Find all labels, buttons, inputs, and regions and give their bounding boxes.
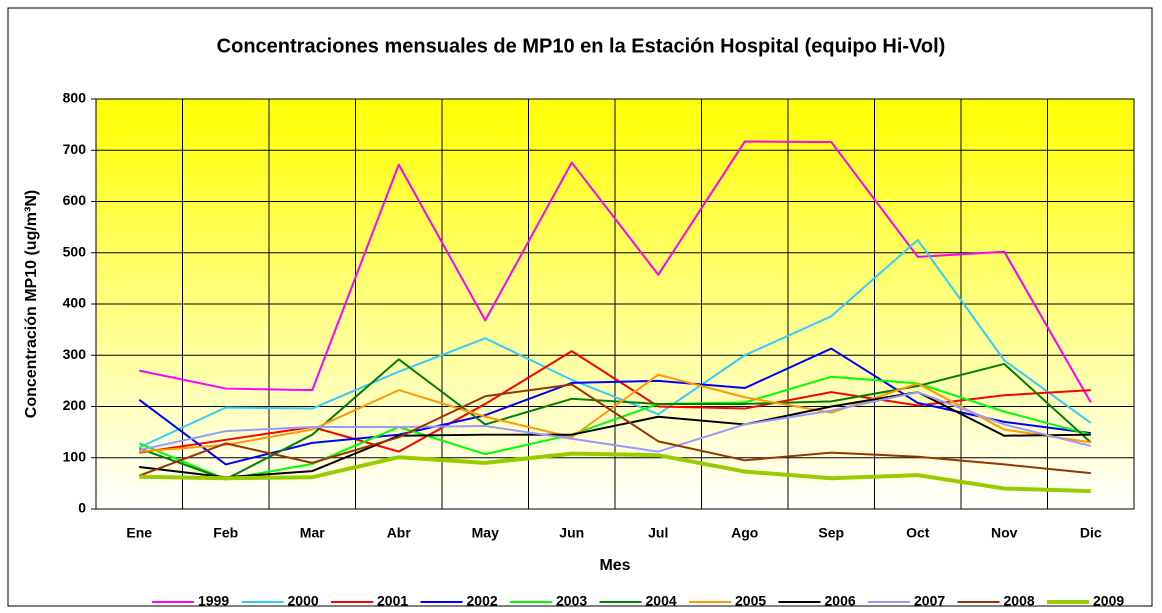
legend-label: 2006 <box>825 593 856 609</box>
y-axis-label: Concentración MP10 (ug/m³N) <box>23 190 40 418</box>
legend-label: 2009 <box>1093 593 1124 609</box>
x-tick-label: Mar <box>300 525 325 541</box>
series-line <box>139 451 1091 494</box>
legend-label: 2007 <box>914 593 945 609</box>
x-tick-label: Oct <box>906 525 930 541</box>
x-tick-label: Jun <box>559 525 584 541</box>
legend-label: 2003 <box>556 593 587 609</box>
x-tick-label: Abr <box>387 525 412 541</box>
series-line <box>138 238 1092 449</box>
chart-title: Concentraciones mensuales de MP10 en la … <box>217 35 946 57</box>
series-line <box>138 375 1092 481</box>
series-line <box>139 373 1091 453</box>
x-tick-label: Feb <box>213 525 238 541</box>
y-tick-label: 700 <box>63 141 87 157</box>
x-tick-label: Ago <box>731 525 758 541</box>
x-tick-label: Sep <box>818 525 844 541</box>
series-line <box>138 347 1091 466</box>
x-axis-label: Mes <box>599 557 630 574</box>
x-tick-label: May <box>472 525 499 541</box>
legend-label: 2004 <box>646 593 677 609</box>
y-tick-label: 0 <box>78 500 86 516</box>
y-tick-label: 800 <box>63 90 87 106</box>
series-line <box>139 391 1091 453</box>
series-line <box>139 140 1092 403</box>
series-line <box>139 391 1091 479</box>
legend-label: 2005 <box>735 593 766 609</box>
y-tick-label: 100 <box>63 448 87 464</box>
x-tick-label: Ene <box>126 525 152 541</box>
y-tick-label: 200 <box>63 397 87 413</box>
x-tick-label: Jul <box>648 525 668 541</box>
legend-label: 2008 <box>1004 593 1035 609</box>
legend-label: 2001 <box>377 593 408 609</box>
y-tick-label: 600 <box>63 192 87 208</box>
x-tick-label: Nov <box>991 525 1018 541</box>
legend-label: 1999 <box>198 593 229 609</box>
series-line <box>138 383 1091 477</box>
y-tick-label: 500 <box>63 243 87 259</box>
series-line <box>139 350 1091 454</box>
y-tick-label: 300 <box>63 346 87 362</box>
legend-label: 2002 <box>467 593 498 609</box>
x-tick-label: Dic <box>1080 525 1102 541</box>
y-tick-label: 400 <box>63 295 87 311</box>
series-line <box>138 358 1092 481</box>
legend-label: 2000 <box>288 593 319 609</box>
